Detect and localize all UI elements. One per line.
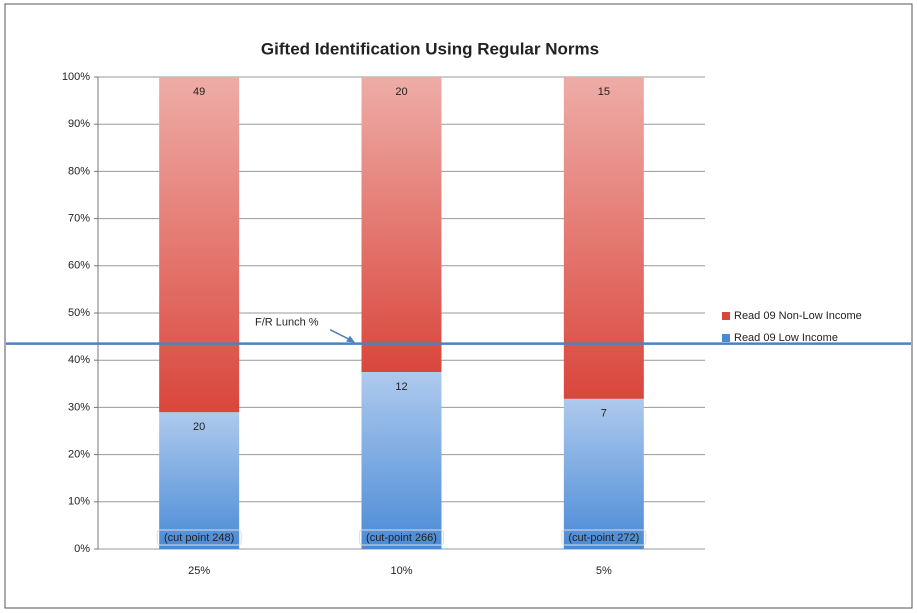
bar-segment — [361, 372, 442, 549]
legend-swatch — [722, 334, 730, 342]
data-label: 49 — [193, 86, 205, 98]
legend-label: Read 09 Non-Low Income — [734, 310, 862, 322]
legend-label: Read 09 Low Income — [734, 332, 838, 344]
bar-segment — [563, 77, 644, 399]
data-label: 12 — [395, 381, 407, 393]
y-tick-label: 40% — [68, 354, 90, 366]
legend-swatch — [722, 312, 730, 320]
x-tick-label: 5% — [596, 565, 612, 577]
y-tick-label: 80% — [68, 165, 90, 177]
data-label: 20 — [193, 421, 205, 433]
y-tick-label: 70% — [68, 213, 90, 225]
y-tick-label: 60% — [68, 260, 90, 272]
annotation-box — [561, 529, 647, 546]
y-tick-label: 0% — [74, 543, 90, 555]
x-tick-label: 25% — [188, 565, 210, 577]
y-tick-label: 100% — [62, 71, 90, 83]
data-label: 15 — [598, 86, 610, 98]
data-label: 7 — [601, 408, 607, 420]
y-tick-label: 20% — [68, 449, 90, 461]
bar-annotation: (cut-point 272) — [568, 532, 639, 544]
y-tick-label: 30% — [68, 401, 90, 413]
y-tick-label: 10% — [68, 496, 90, 508]
bar-annotation: (cut-point 266) — [366, 532, 437, 544]
bar-segment — [159, 77, 240, 413]
x-tick-label: 10% — [390, 565, 412, 577]
bar-annotation: (cut point 248) — [164, 532, 234, 544]
chart-title: Gifted Identification Using Regular Norm… — [261, 39, 599, 58]
bar-segment — [159, 412, 240, 549]
data-label: 20 — [395, 86, 407, 98]
reference-label: F/R Lunch % — [255, 317, 319, 329]
frame — [4, 3, 913, 609]
y-tick-label: 90% — [68, 118, 90, 130]
bar-segment — [563, 398, 644, 549]
annotation-box — [359, 529, 444, 546]
y-tick-label: 50% — [68, 307, 90, 319]
arrow-head — [346, 335, 355, 343]
bar-segment — [361, 77, 442, 372]
annotation-box — [156, 529, 242, 546]
